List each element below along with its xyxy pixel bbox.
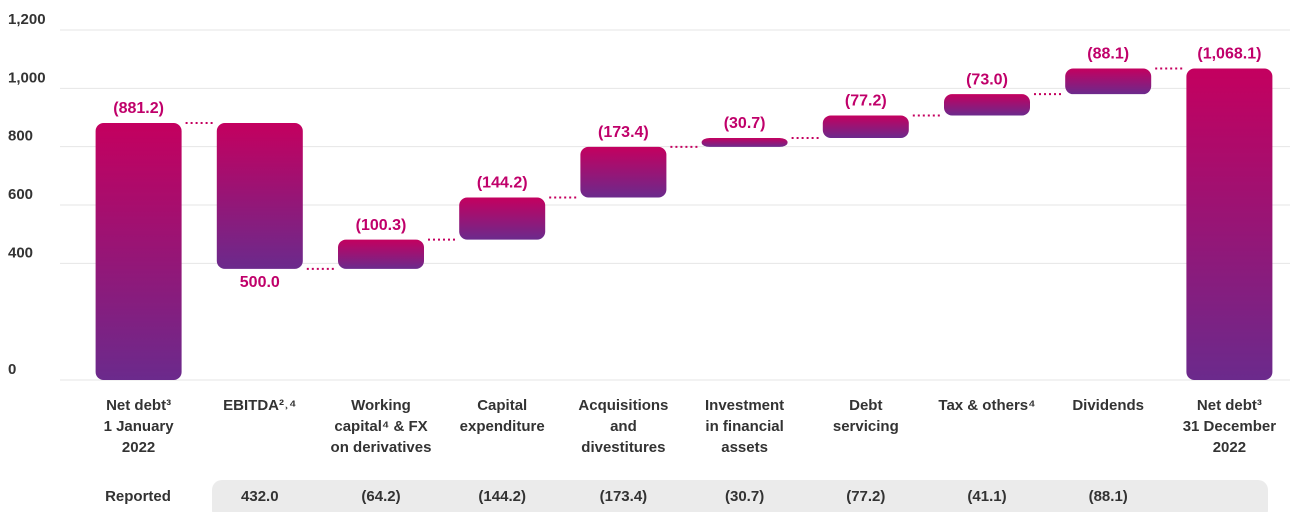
y-tick-label: 0 [8,361,16,378]
y-tick-label: 1,200 [8,11,46,28]
y-tick-label: 1,000 [8,69,46,86]
reported-label: Reported [105,488,171,505]
bar [459,197,546,240]
y-tick-label: 600 [8,186,33,203]
reported-value: (88.1) [1089,488,1128,505]
x-tick-line: Capital [477,397,527,414]
x-tick-label: Capital expenditure [460,397,545,435]
value-label: (88.1) [1087,46,1129,63]
x-tick-line: divestitures [581,439,665,456]
bar [580,146,667,198]
value-label: (73.0) [966,71,1008,88]
reported-value: (144.2) [478,488,526,505]
x-tick-line: Dividends [1072,397,1144,414]
x-tick-line: assets [721,439,768,456]
bar [822,115,909,138]
x-tick-line: Net debt³ [106,397,171,414]
bar [338,239,424,269]
reported-value: (77.2) [846,488,885,505]
x-tick-label: Debt servicing [833,397,899,435]
y-tick-label: 400 [8,244,33,261]
x-tick-label: Dividends [1072,397,1144,414]
x-tick-label: Net debt³ 1 January 2022 [104,397,175,456]
x-tick-label: Net debt³ 31 December 2022 [1183,397,1277,456]
x-tick-line: Investment [705,397,784,414]
reported-value: (173.4) [600,488,648,505]
value-label: (77.2) [845,93,887,110]
x-tick-label: Acquisitions and divestitures [578,397,668,456]
value-label: (144.2) [477,175,528,192]
x-tick-label: Tax & others⁴ [938,397,1035,414]
x-tick-line: Working [351,397,411,414]
reported-value: (64.2) [361,488,400,505]
value-label: (881.2) [113,100,164,117]
x-tick-line: servicing [833,418,899,435]
bar [1186,68,1273,381]
x-tick-line: capital⁴ & FX [334,418,427,435]
bar [944,94,1030,116]
x-tick-line: EBITDA²˒⁴ [223,397,296,414]
bar [1065,68,1152,95]
x-tick-label: Working capital⁴ & FX on derivatives [331,397,432,456]
value-label: (30.7) [724,115,766,132]
x-tick-line: on derivatives [331,439,432,456]
x-tick-line: Tax & others⁴ [938,397,1035,414]
x-tick-line: and [610,418,637,435]
x-tick-line: expenditure [460,418,545,435]
x-tick-line: 1 January [104,418,175,435]
bar [216,122,303,269]
y-tick-label: 800 [8,128,33,145]
x-tick-label: Investment in financial assets [705,397,784,456]
reported-value: 432.0 [241,488,279,505]
x-tick-line: 31 December [1183,418,1277,435]
x-tick-line: 2022 [122,439,155,456]
value-label: (1,068.1) [1197,46,1261,63]
value-label: (100.3) [356,217,407,234]
bar [95,122,182,380]
bar [701,137,788,147]
reported-value: (30.7) [725,488,764,505]
value-label: (173.4) [598,124,649,141]
reported-band [212,480,1268,512]
reported-value: (41.1) [967,488,1006,505]
x-tick-line: 2022 [1213,439,1246,456]
x-tick-line: Acquisitions [578,397,668,414]
x-tick-line: Debt [849,397,882,414]
x-tick-line: Net debt³ [1197,397,1262,414]
value-label: 500.0 [240,274,280,291]
x-tick-label: EBITDA²˒⁴ [223,397,296,414]
x-tick-line: in financial [705,418,783,435]
